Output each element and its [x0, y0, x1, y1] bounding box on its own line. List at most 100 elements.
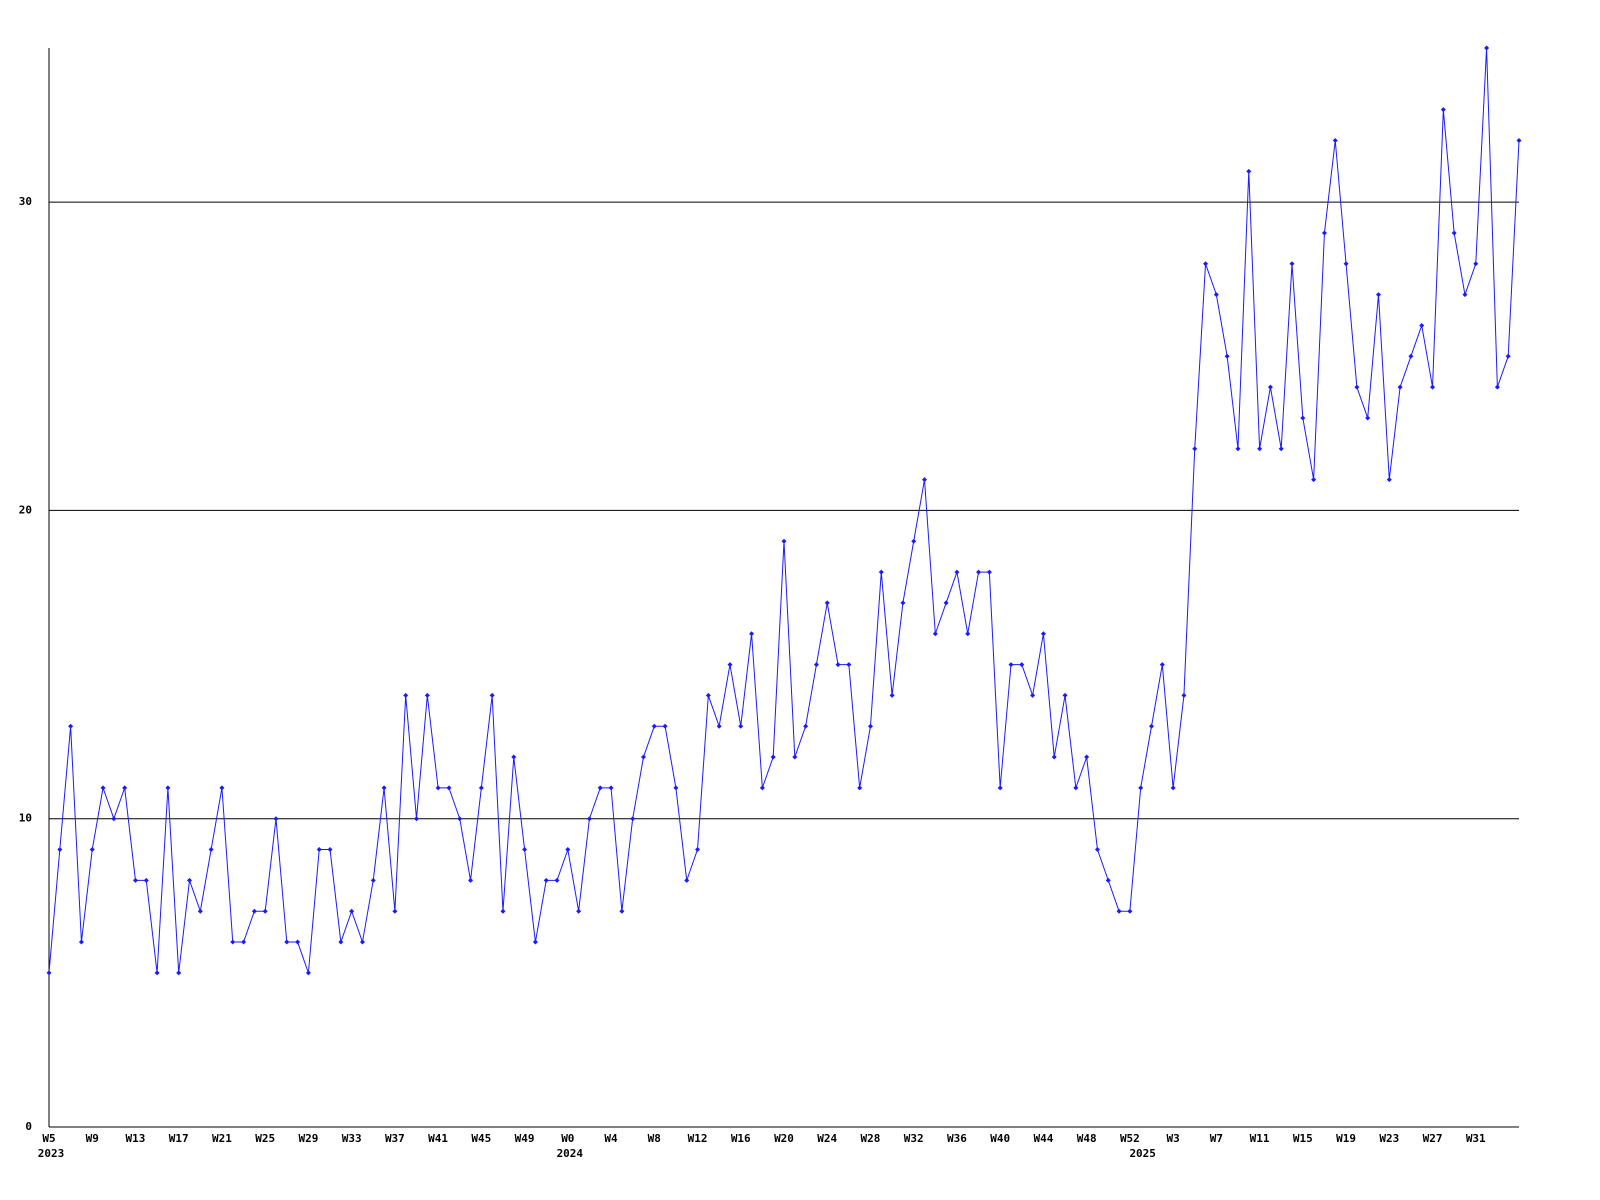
point-marker	[738, 723, 744, 729]
point-marker	[295, 939, 301, 945]
point-marker	[359, 939, 365, 945]
point-marker	[543, 877, 549, 883]
point-marker	[813, 662, 819, 668]
point-marker	[630, 816, 636, 822]
point-marker	[241, 939, 247, 945]
point-marker	[1257, 446, 1263, 452]
x-tick-label: W20	[774, 1132, 794, 1145]
point-marker	[1278, 446, 1284, 452]
point-marker	[673, 785, 679, 791]
point-marker	[468, 877, 474, 883]
x-tick-label: W9	[86, 1132, 99, 1145]
x-tick-label: W49	[515, 1132, 535, 1145]
point-marker	[1440, 107, 1446, 113]
x-tick-label: W15	[1293, 1132, 1313, 1145]
point-marker	[1430, 384, 1436, 390]
point-marker	[597, 785, 603, 791]
point-marker	[1181, 692, 1187, 698]
point-marker	[100, 785, 106, 791]
point-marker	[889, 692, 895, 698]
point-marker	[1149, 723, 1154, 729]
point-marker	[1040, 631, 1046, 637]
point-marker	[1105, 877, 1111, 883]
point-marker	[727, 662, 733, 668]
point-marker	[803, 723, 809, 729]
point-marker	[381, 785, 387, 791]
x-tick-label: W44	[1033, 1132, 1053, 1145]
point-marker	[1300, 415, 1306, 421]
point-marker	[511, 754, 517, 760]
x-tick-label: W40	[990, 1132, 1010, 1145]
point-marker	[489, 692, 495, 698]
point-marker	[68, 723, 74, 729]
x-tick-label: W7	[1210, 1132, 1223, 1145]
x-tick-label: W52	[1120, 1132, 1140, 1145]
point-marker	[1224, 353, 1230, 359]
x-tick-label: W12	[688, 1132, 708, 1145]
point-marker	[586, 816, 592, 822]
point-marker	[900, 600, 906, 606]
x-tick-label: W45	[471, 1132, 491, 1145]
point-marker	[273, 816, 279, 822]
point-marker	[1343, 261, 1349, 267]
point-marker	[824, 600, 830, 606]
x-year-label: 2025	[1129, 1147, 1156, 1160]
x-tick-label: W28	[861, 1132, 881, 1145]
point-marker	[878, 569, 884, 575]
point-marker	[46, 970, 52, 976]
point-marker	[1484, 45, 1490, 51]
point-marker	[1073, 785, 1079, 791]
point-marker	[716, 723, 722, 729]
point-marker	[986, 569, 992, 575]
x-tick-label: W37	[385, 1132, 405, 1145]
point-marker	[1030, 692, 1036, 698]
point-marker	[781, 538, 787, 544]
point-marker	[1494, 384, 1500, 390]
point-marker	[1019, 662, 1025, 668]
point-marker	[554, 877, 560, 883]
point-marker	[1386, 477, 1392, 483]
point-marker	[792, 754, 798, 760]
point-marker	[435, 785, 441, 791]
x-tick-label: W31	[1466, 1132, 1486, 1145]
point-marker	[370, 877, 376, 883]
point-marker	[392, 908, 398, 914]
point-marker	[1116, 908, 1122, 914]
x-tick-label: W4	[604, 1132, 618, 1145]
point-marker	[1354, 384, 1360, 390]
point-marker	[640, 754, 646, 760]
point-marker	[1159, 662, 1165, 668]
point-marker	[976, 569, 982, 575]
point-marker	[457, 816, 463, 822]
point-marker	[695, 847, 701, 853]
point-marker	[1397, 384, 1403, 390]
x-tick-label: W11	[1250, 1132, 1270, 1145]
y-tick-label: 30	[19, 195, 32, 208]
point-marker	[835, 662, 841, 668]
point-marker	[1008, 662, 1014, 668]
point-marker	[1246, 168, 1252, 174]
point-marker	[705, 692, 711, 698]
point-marker	[1170, 785, 1176, 791]
point-marker	[305, 970, 311, 976]
x-tick-label: W5	[42, 1132, 55, 1145]
point-marker	[327, 847, 333, 853]
x-tick-label: W17	[169, 1132, 189, 1145]
point-marker	[846, 662, 852, 668]
point-marker	[57, 847, 63, 853]
x-tick-label: W19	[1336, 1132, 1356, 1145]
point-marker	[1138, 785, 1144, 791]
point-marker	[176, 970, 182, 976]
point-marker	[154, 970, 160, 976]
x-tick-label: W0	[561, 1132, 574, 1145]
point-marker	[1451, 230, 1457, 236]
point-marker	[943, 600, 949, 606]
point-marker	[749, 631, 755, 637]
x-year-label: 2023	[38, 1147, 65, 1160]
point-marker	[1062, 692, 1068, 698]
point-marker	[284, 939, 290, 945]
point-marker	[867, 723, 873, 729]
x-tick-label: W25	[255, 1132, 275, 1145]
point-marker	[857, 785, 863, 791]
